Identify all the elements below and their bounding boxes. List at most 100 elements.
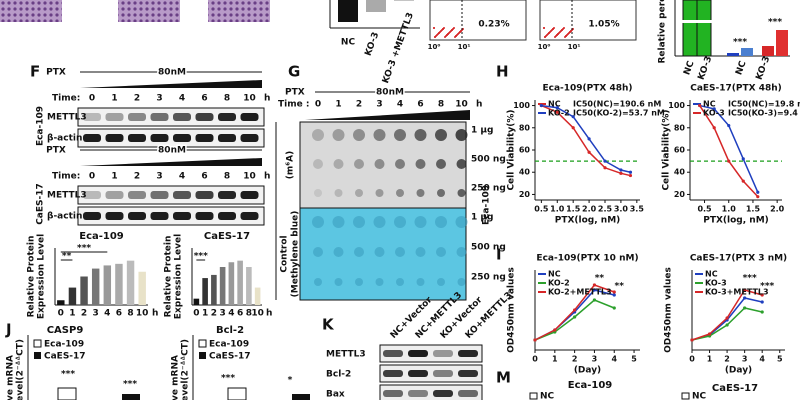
significance: *** bbox=[760, 282, 774, 292]
time-label: 8 bbox=[438, 100, 444, 110]
bar bbox=[202, 278, 208, 305]
flow-dot bbox=[544, 36, 546, 38]
data-point bbox=[628, 173, 633, 178]
bar bbox=[115, 263, 123, 305]
treatment-label: PTX bbox=[285, 88, 305, 98]
dot bbox=[455, 129, 468, 141]
x-tick-label: 6 bbox=[237, 309, 243, 319]
legend-label: NC bbox=[548, 100, 561, 109]
blot-band bbox=[150, 191, 169, 199]
dot bbox=[457, 278, 466, 286]
blot-band bbox=[218, 113, 236, 121]
x-tick-label: 3 bbox=[592, 355, 598, 364]
bar-outline bbox=[682, 0, 698, 57]
data-point bbox=[612, 293, 616, 297]
blot-band bbox=[408, 370, 428, 377]
dot bbox=[394, 129, 406, 141]
legend-label: NC bbox=[703, 100, 716, 109]
dot bbox=[455, 216, 468, 228]
chart-title: Eca-109(PTX 10 nM) bbox=[536, 254, 638, 264]
chart-title: CaES-17 bbox=[712, 383, 758, 394]
y-label: ve mRNA bbox=[171, 355, 181, 400]
dot bbox=[435, 129, 447, 141]
dot bbox=[373, 216, 386, 228]
chart-title: Eca-109 bbox=[79, 231, 124, 242]
dot bbox=[396, 278, 404, 286]
dot bbox=[373, 129, 386, 141]
blot-frame bbox=[77, 206, 265, 226]
flow-dot bbox=[548, 32, 550, 34]
row-label: β-actin bbox=[47, 134, 82, 144]
time-label: 4 bbox=[397, 100, 403, 110]
x-tick-label: 0.5 bbox=[697, 205, 712, 214]
amount-label: 500 ng bbox=[471, 243, 506, 253]
data-point bbox=[756, 195, 760, 199]
y-label: ve mRNA bbox=[6, 355, 16, 400]
time-label: Time : bbox=[278, 100, 309, 110]
blot-band bbox=[218, 212, 236, 220]
x-tick-label: 1.5 bbox=[746, 205, 761, 214]
time-label: 0 bbox=[89, 172, 95, 182]
data-point bbox=[756, 190, 760, 194]
data-point bbox=[573, 315, 577, 319]
y-label: Cell Viability(%) bbox=[507, 109, 517, 190]
bar-outline bbox=[727, 53, 739, 56]
y-label: n Level(2⁻ᐞᐞCT) bbox=[181, 339, 191, 400]
series-line bbox=[534, 289, 615, 341]
bar bbox=[80, 276, 88, 305]
x-tick-label: 3 bbox=[742, 355, 748, 364]
dot bbox=[435, 216, 447, 228]
column-label: NC+Vector bbox=[389, 295, 435, 341]
panel-label: M bbox=[496, 369, 511, 387]
panel-label: K bbox=[322, 316, 335, 334]
blot-band bbox=[128, 191, 146, 199]
bar-outline bbox=[366, 0, 386, 12]
significance: *** bbox=[768, 18, 782, 28]
x-tick-label: 2.0 bbox=[770, 205, 785, 214]
x-tick-label: 5 bbox=[631, 355, 637, 364]
time-label: 2 bbox=[134, 172, 140, 182]
time-label: 3 bbox=[156, 94, 162, 104]
dot bbox=[415, 247, 426, 257]
annotation: IC50(NC)=190.6 nM bbox=[573, 100, 661, 109]
blot-band bbox=[128, 212, 146, 220]
dose-label: 80nM bbox=[158, 146, 186, 156]
blot-band bbox=[105, 191, 124, 199]
significance: *** bbox=[61, 370, 75, 380]
amount-label: 500 ng bbox=[471, 155, 506, 165]
bar bbox=[228, 262, 235, 305]
significance: ** bbox=[615, 282, 625, 292]
y-tick-label: 80 bbox=[519, 123, 531, 132]
flow-dot bbox=[433, 27, 435, 29]
flow-dot bbox=[552, 28, 554, 30]
flow-tick: 10¹ bbox=[458, 43, 471, 51]
dot bbox=[353, 129, 365, 141]
dot bbox=[314, 189, 322, 197]
significance: * bbox=[288, 376, 293, 386]
x-tick-label: 0 bbox=[689, 355, 695, 364]
row-label: Bax bbox=[326, 390, 345, 400]
annotation: IC50(KO-2)=53.7 nM bbox=[573, 109, 665, 118]
flow-dot bbox=[442, 28, 444, 30]
legend-label: NC bbox=[705, 270, 718, 279]
dot bbox=[333, 159, 344, 169]
flow-percent: 0.23% bbox=[478, 20, 509, 30]
data-point bbox=[571, 115, 575, 119]
blot-frame bbox=[77, 128, 265, 148]
chart-title: CASP9 bbox=[47, 325, 84, 336]
x-label: NC bbox=[734, 59, 748, 76]
x-label: KO-3 bbox=[697, 55, 715, 81]
data-point bbox=[760, 300, 764, 304]
series-line bbox=[699, 105, 759, 198]
blot-band bbox=[218, 191, 236, 199]
legend-label: NC bbox=[540, 392, 555, 400]
row-label: METTL3 bbox=[47, 191, 87, 201]
row-label: (m⁶A) bbox=[286, 151, 296, 180]
panel-label: I bbox=[496, 246, 502, 264]
x-tick-label: 4 bbox=[759, 355, 765, 364]
amount-label: 1 μg bbox=[471, 213, 493, 223]
chart-title: Eca-109 bbox=[568, 380, 613, 391]
data-point bbox=[573, 308, 577, 312]
y-tick-label: 100 bbox=[513, 101, 530, 110]
